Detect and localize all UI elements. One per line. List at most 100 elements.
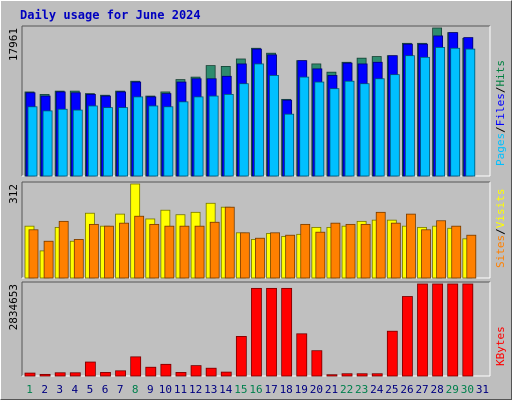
bar-kbytes-day-19 [296,333,308,377]
legend-kbytes: KBytes [494,326,507,366]
bar-kbytes-day-7 [115,370,126,377]
bar-pages-day-25 [389,74,400,177]
bar-sites-day-17 [270,232,280,279]
bar-pages-day-29 [450,47,461,177]
bar-sites-day-20 [315,231,326,279]
bar-kbytes-day-26 [402,296,413,377]
day-label-19: 19 [295,383,308,396]
day-label-3: 3 [56,383,63,396]
right-legend: KBytes [494,326,507,366]
bar-pages-day-13 [208,95,219,177]
bar-kbytes-day-22 [341,373,353,377]
bar-pages-day-17 [269,75,279,177]
bar-pages-day-30 [465,48,476,177]
day-label-13: 13 [204,383,217,396]
legend-visits: Visits [494,189,507,229]
bar-sites-day-18 [285,234,296,279]
bar-kbytes-day-16 [251,287,262,377]
bar-pages-day-4 [72,109,83,177]
chart-title: Daily usage for June 2024 [20,8,201,22]
day-label-6: 6 [102,383,109,396]
bar-sites-day-28 [436,220,447,279]
legend-hits: Hits [494,60,507,87]
bar-kbytes-day-30 [462,283,474,377]
day-label-29: 29 [446,383,459,396]
bar-kbytes-day-23 [356,373,368,377]
y-max-label: 312 [7,184,20,204]
day-label-20: 20 [310,383,323,396]
bar-pages-day-14 [223,94,234,177]
bar-sites-day-11 [179,225,190,279]
legend-separator: / [494,228,507,235]
bar-sites-day-13 [209,221,220,279]
bar-pages-day-22 [344,80,355,177]
day-label-2: 2 [41,383,48,396]
day-label-21: 21 [325,383,338,396]
bar-sites-day-7 [119,222,129,279]
bar-kbytes-day-21 [326,374,338,377]
bar-sites-day-1 [28,229,39,279]
bar-sites-day-16 [255,237,265,279]
bar-kbytes-day-8 [130,356,142,377]
bar-sites-day-23 [360,223,371,279]
bar-pages-day-16 [254,63,264,177]
bar-pages-day-12 [193,96,204,177]
bar-sites-day-2 [43,240,54,279]
bar-pages-day-18 [284,113,295,177]
bar-kbytes-day-18 [281,287,293,377]
bar-pages-day-26 [405,55,415,177]
bar-kbytes-day-14 [220,371,232,377]
day-label-28: 28 [431,383,444,396]
bar-pages-day-10 [163,106,174,177]
panel-2: 312 Sites/Visits [7,181,507,279]
bar-kbytes-day-3 [54,372,66,377]
bar-pages-day-19 [299,76,310,177]
bar-sites-day-30 [466,234,477,279]
legend-pages: Pages [494,133,507,166]
bar-sites-day-22 [345,223,356,279]
right-legend: Pages/Files/Hits [494,60,507,166]
day-label-25: 25 [385,383,398,396]
bar-kbytes-day-9 [145,366,157,377]
day-label-31: 31 [476,383,489,396]
bar-pages-day-28 [435,47,446,177]
legend-separator: / [494,126,507,133]
bar-kbytes-day-5 [84,361,96,377]
day-label-30: 30 [461,383,474,396]
bar-kbytes-day-4 [69,372,81,377]
bar-pages-day-6 [103,107,113,177]
bar-sites-day-15 [239,232,250,279]
bar-kbytes-day-12 [190,365,202,377]
bar-sites-day-10 [164,225,175,279]
bar-sites-day-4 [73,239,84,279]
day-label-26: 26 [400,383,413,396]
bar-sites-day-19 [300,223,311,279]
legend-files: Files [494,93,507,126]
bar-pages-day-27 [420,56,430,177]
bar-sites-day-27 [421,229,431,279]
bar-sites-day-12 [194,225,205,279]
day-label-14: 14 [219,383,233,396]
bar-kbytes-day-15 [235,336,247,377]
day-label-17: 17 [264,383,277,396]
bar-sites-day-24 [375,211,386,279]
bar-kbytes-day-10 [160,363,172,377]
day-label-9: 9 [147,383,154,396]
bar-sites-day-14 [224,206,235,279]
bar-kbytes-day-17 [266,287,277,377]
bar-pages-day-21 [329,88,340,177]
day-label-27: 27 [415,383,428,396]
bar-kbytes-day-6 [100,372,111,377]
y-max-label: 17961 [7,28,20,61]
day-label-22: 22 [340,383,353,396]
bar-kbytes-day-20 [311,350,323,377]
day-label-5: 5 [87,383,94,396]
bar-pages-day-3 [57,108,68,177]
bar-pages-day-8 [133,96,144,177]
bar-pages-day-15 [238,83,249,177]
bar-pages-day-20 [314,81,325,177]
bar-pages-day-23 [359,83,370,177]
day-label-15: 15 [234,383,247,396]
